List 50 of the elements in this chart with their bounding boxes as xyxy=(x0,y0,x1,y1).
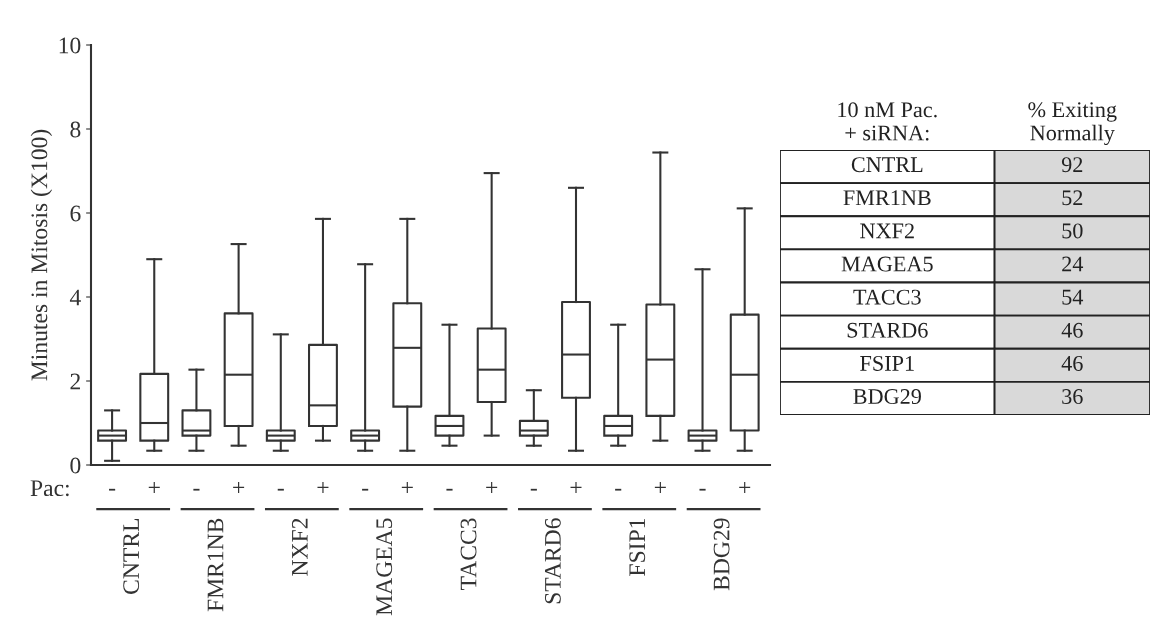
data-label: 46 xyxy=(1061,355,1083,371)
x-tick-label: + xyxy=(401,481,413,493)
x-tick-label: - xyxy=(699,488,706,491)
text: FSIP1 xyxy=(629,518,646,576)
x-tick-label: + xyxy=(317,481,329,493)
x-tick-label: + xyxy=(739,481,751,493)
text: TACC3 xyxy=(460,518,477,590)
text: 10 nM Pac. + siRNA: xyxy=(838,102,937,141)
category-label: STARD6 xyxy=(847,322,928,338)
x-tick-label: - xyxy=(193,488,200,491)
y-tick-label: 10 xyxy=(59,37,81,54)
x-tick-label: - xyxy=(615,488,622,491)
category-label: FMR1NB xyxy=(843,190,931,206)
y-tick-label: 2 xyxy=(70,373,80,390)
data-label: 50 xyxy=(1062,223,1083,239)
x-tick-label: - xyxy=(109,488,116,491)
x-tick-label: + xyxy=(233,481,245,493)
data-label: 46 xyxy=(1061,322,1083,338)
x-tick-label: - xyxy=(446,488,453,491)
category-label: CNTRL xyxy=(851,157,923,173)
x-tick-label: - xyxy=(530,488,537,491)
category-label: MAGEA5 xyxy=(841,256,933,272)
category-label: TACC3 xyxy=(853,289,921,305)
text: % Exiting Normally xyxy=(1028,102,1117,146)
data-label: 92 xyxy=(1061,157,1083,173)
data-label: 54 xyxy=(1062,289,1084,305)
y-tick-label: 6 xyxy=(70,205,81,222)
y-axis-title: Minutes in Mitosis (X100) xyxy=(30,129,53,381)
data-label: 24 xyxy=(1062,256,1084,272)
x-tick-label: + xyxy=(654,481,666,493)
category-label: NXF2 xyxy=(860,223,914,239)
category-label: BDG29 xyxy=(853,389,921,404)
x-tick-label: + xyxy=(570,481,582,493)
text: BDG29 xyxy=(713,518,730,591)
data-label: 52 xyxy=(1062,190,1083,206)
x-tick-label: - xyxy=(277,488,284,491)
text: FMR1NB xyxy=(207,518,224,612)
text: MAGEA5 xyxy=(376,518,393,616)
y-tick-label: 8 xyxy=(70,121,81,138)
x-tick-label: + xyxy=(148,481,160,493)
text: STARD6 xyxy=(544,518,561,604)
y-tick-label: 0 xyxy=(70,457,81,474)
x-tick-label: + xyxy=(486,481,498,493)
category-label: FSIP1 xyxy=(860,355,914,371)
text: CNTRL xyxy=(123,518,140,594)
data-label: 36 xyxy=(1062,389,1083,404)
y-tick-label: 4 xyxy=(69,289,81,306)
text: Pac: xyxy=(30,480,69,497)
text: NXF2 xyxy=(291,518,308,576)
x-tick-label: - xyxy=(362,488,369,491)
